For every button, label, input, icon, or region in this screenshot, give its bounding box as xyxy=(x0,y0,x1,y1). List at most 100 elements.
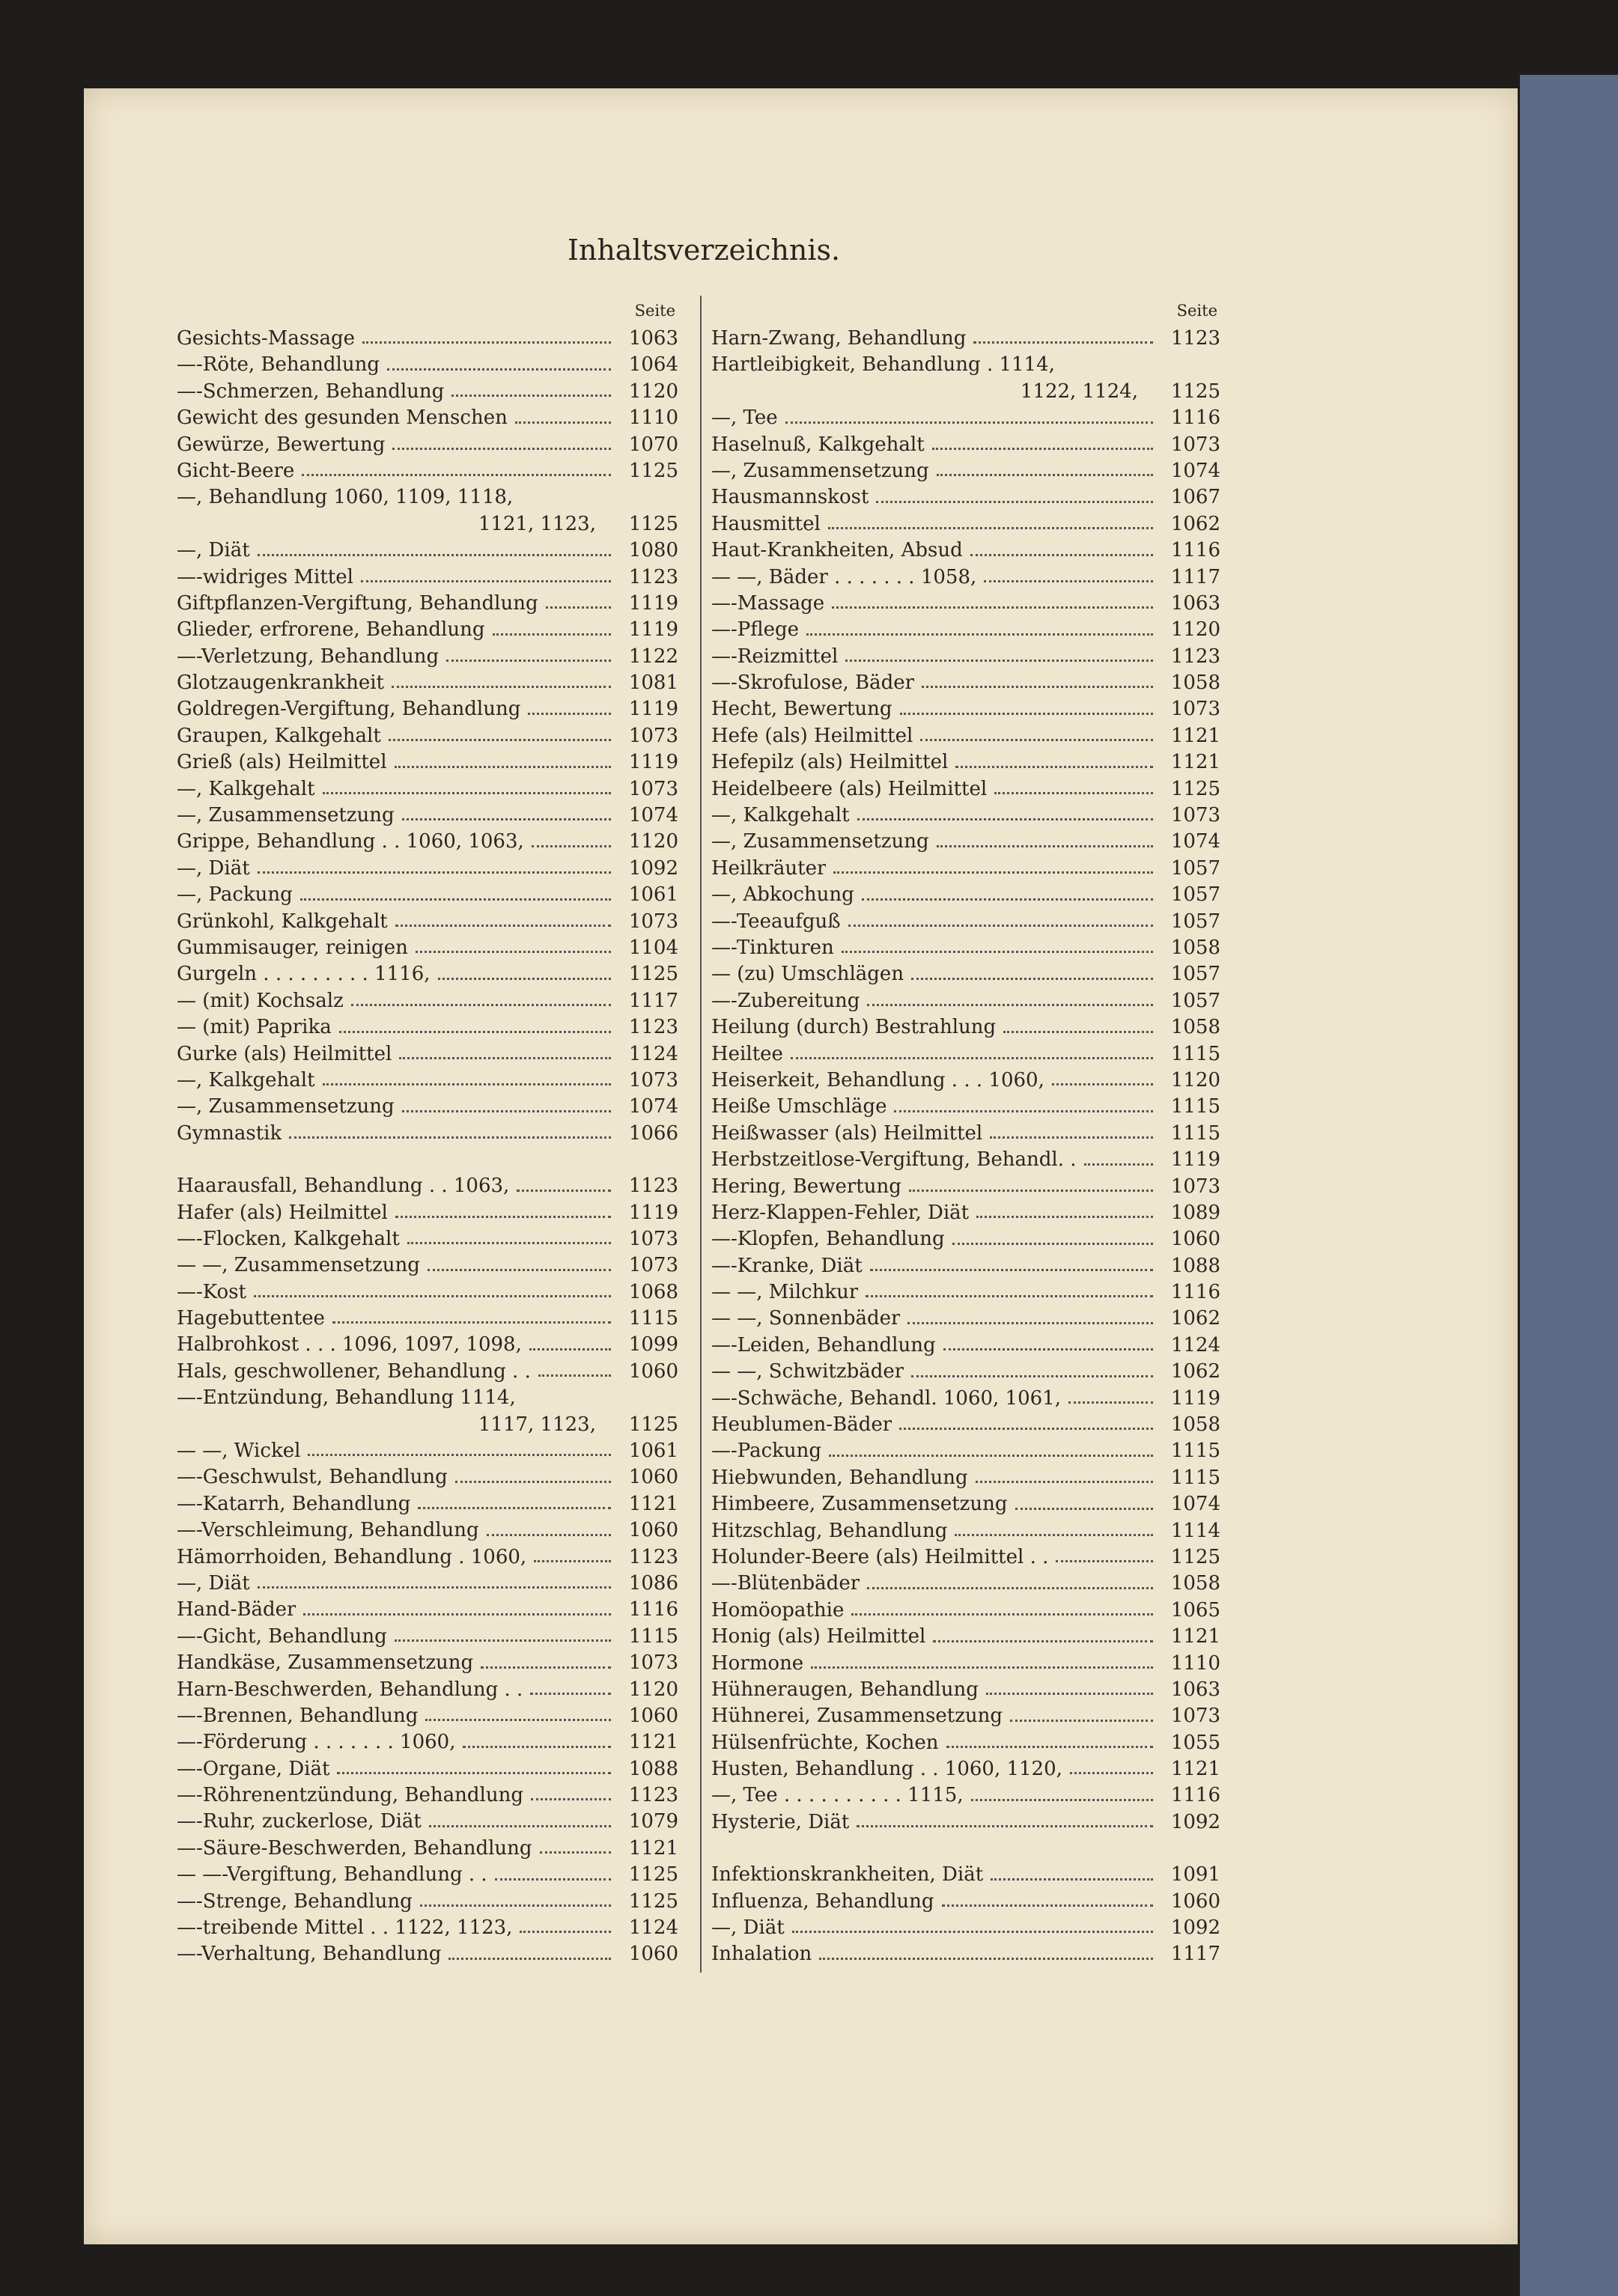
entry-text: —, Kalkgehalt xyxy=(177,777,315,800)
entry-text: — —, Sonnenbäder xyxy=(711,1307,901,1330)
entry-text: —-Röhrenentzündung, Behandlung xyxy=(177,1784,523,1807)
index-entry: Haselnuß, Kalkgehalt 1073 xyxy=(711,432,1220,458)
index-entry: —, Diät 1092 xyxy=(711,1915,1220,1941)
dot-leader xyxy=(530,1782,611,1801)
entry-text: —-Verletzung, Behandlung xyxy=(177,645,440,668)
index-entry: —-Kost 1068 xyxy=(177,1279,678,1306)
index-entry: Glotzaugenkrankheit 1081 xyxy=(177,670,678,696)
dot-leader xyxy=(955,1518,1153,1536)
index-entry: —-Röte, Behandlung 1064 xyxy=(177,352,678,378)
dot-leader xyxy=(833,856,1153,874)
page-number: 1121 xyxy=(628,1492,678,1515)
index-entry: —, Tee . . . . . . . . . . 1115, 1116 xyxy=(711,1782,1220,1809)
page-number: 1060 xyxy=(628,1466,678,1489)
index-entry: —-Zubereitung 1057 xyxy=(711,988,1220,1014)
page-number: 1064 xyxy=(628,353,678,377)
page-number: 1119 xyxy=(1170,1148,1220,1172)
entry-text: Glieder, erfrorene, Behandlung xyxy=(177,618,485,642)
index-entry: —-Ruhr, zuckerlose, Diät 1079 xyxy=(177,1809,678,1835)
index-entry: —-Organe, Diät 1088 xyxy=(177,1756,678,1782)
entry-text: Grünkohl, Kalkgehalt xyxy=(177,910,388,933)
page-number: 1066 xyxy=(628,1121,678,1145)
entry-text: Hering, Bewertung xyxy=(711,1175,901,1198)
page-number: 1058 xyxy=(1170,672,1220,695)
page-number: 1115 xyxy=(1170,1095,1220,1118)
entry-text: —-Verhaltung, Behandlung xyxy=(177,1943,442,1966)
entry-text: Heilkräuter xyxy=(711,856,827,880)
page-number: 1117 xyxy=(1170,565,1220,588)
dot-leader xyxy=(419,1889,611,1907)
entry-text: Grippe, Behandlung . . 1060, 1063, xyxy=(177,830,524,853)
page-number: 1125 xyxy=(628,512,678,535)
page-number: 1065 xyxy=(1170,1598,1220,1621)
page-number: 1115 xyxy=(1170,1440,1220,1463)
entry-text: Heidelbeere (als) Heilmittel xyxy=(711,777,988,800)
entry-text: —-Reizmittel xyxy=(711,645,839,668)
entry-text: —-Pflege xyxy=(711,618,800,642)
entry-text: Hartleibigkeit, Behandlung . 1114, xyxy=(711,353,1055,377)
entry-text: —, Diät xyxy=(177,539,250,562)
index-entry: —-Förderung . . . . . . . 1060, 1121 xyxy=(177,1729,678,1756)
page-number: 1123 xyxy=(1170,327,1220,350)
page-number: 1068 xyxy=(628,1280,678,1303)
page-number: 1061 xyxy=(628,1440,678,1463)
index-entry: —, Abkochung 1057 xyxy=(711,882,1220,908)
page-number: 1124 xyxy=(1170,1333,1220,1356)
entry-text: —-Verschleimung, Behandlung xyxy=(177,1519,479,1542)
entry-text: —, Packung xyxy=(177,883,293,907)
entry-text: 1122, 1124, xyxy=(1020,380,1138,403)
index-entry: 1117, 1123, 1125 xyxy=(177,1412,678,1438)
entry-text: Heilung (durch) Bestrahlung xyxy=(711,1016,997,1039)
index-entry: Hand-Bäder 1116 xyxy=(177,1597,678,1623)
index-entry: —-Reizmittel 1123 xyxy=(711,644,1220,670)
index-entry: Harn-Zwang, Behandlung 1123 xyxy=(711,326,1220,352)
entry-text: Honig (als) Heilmittel xyxy=(711,1625,926,1648)
page-number: 1125 xyxy=(628,963,678,986)
page-number: 1121 xyxy=(1170,1758,1220,1781)
dot-leader xyxy=(867,988,1153,1007)
page-number: 1123 xyxy=(1170,645,1220,668)
index-entry: Herz-Klappen-Fehler, Diät 1089 xyxy=(711,1200,1220,1226)
page-number: 1057 xyxy=(1170,989,1220,1012)
dot-leader xyxy=(394,749,611,768)
index-entry: Hecht, Bewertung 1073 xyxy=(711,696,1220,722)
page-number: 1115 xyxy=(1170,1466,1220,1489)
dot-leader xyxy=(845,644,1153,663)
index-entry: 1121, 1123, 1125 xyxy=(177,511,678,538)
index-entry: —-Schmerzen, Behandlung 1120 xyxy=(177,379,678,405)
index-entry: —, Diät 1080 xyxy=(177,538,678,564)
page-number: 1124 xyxy=(628,1042,678,1065)
entry-text: — —, Bäder . . . . . . . 1058, xyxy=(711,565,977,588)
page-number: 1120 xyxy=(628,830,678,853)
column: Seite Harn-Zwang, Behandlung 1123 Hartleibi… xyxy=(711,296,1220,1968)
dot-leader xyxy=(991,1862,1153,1881)
index-entry: Hefepilz (als) Heilmittel 1121 xyxy=(711,749,1220,776)
entry-text: Hysterie, Diät xyxy=(711,1810,850,1833)
page-number: 1123 xyxy=(628,1016,678,1039)
dot-leader xyxy=(257,856,611,874)
dot-leader xyxy=(1083,1147,1153,1166)
dot-leader xyxy=(338,1014,611,1033)
entry-text: —, Diät xyxy=(177,856,250,880)
index-entry: Handkäse, Zusammensetzung 1073 xyxy=(177,1650,678,1676)
dot-leader xyxy=(806,617,1153,636)
dot-leader xyxy=(451,379,611,398)
page-number: 1123 xyxy=(628,1175,678,1198)
page-number: 1114 xyxy=(1170,1519,1220,1542)
entry-text: — —, Wickel xyxy=(177,1440,301,1463)
entry-group: Harn-Zwang, Behandlung 1123 Hartleibigkeit… xyxy=(711,326,1220,1836)
dot-leader xyxy=(790,1041,1153,1059)
index-entry: — (zu) Umschlägen 1057 xyxy=(711,961,1220,987)
entry-text: —, Diät xyxy=(177,1571,250,1595)
page-number: 1125 xyxy=(628,1863,678,1887)
entry-text: —-Entzündung, Behandlung 1114, xyxy=(177,1386,516,1410)
entry-text: —-Schmerzen, Behandlung xyxy=(177,380,445,403)
index-entry: Gesichts-Massage 1063 xyxy=(177,326,678,352)
dot-leader xyxy=(486,1517,611,1536)
entry-text: Gewicht des gesunden Menschen xyxy=(177,406,508,430)
page-number: 1119 xyxy=(1170,1386,1220,1410)
index-entry: — —, Wickel 1061 xyxy=(177,1438,678,1464)
index-entry: —, Diät 1092 xyxy=(177,856,678,882)
page-number: 1125 xyxy=(628,459,678,482)
index-entry: Hormone 1110 xyxy=(711,1651,1220,1677)
